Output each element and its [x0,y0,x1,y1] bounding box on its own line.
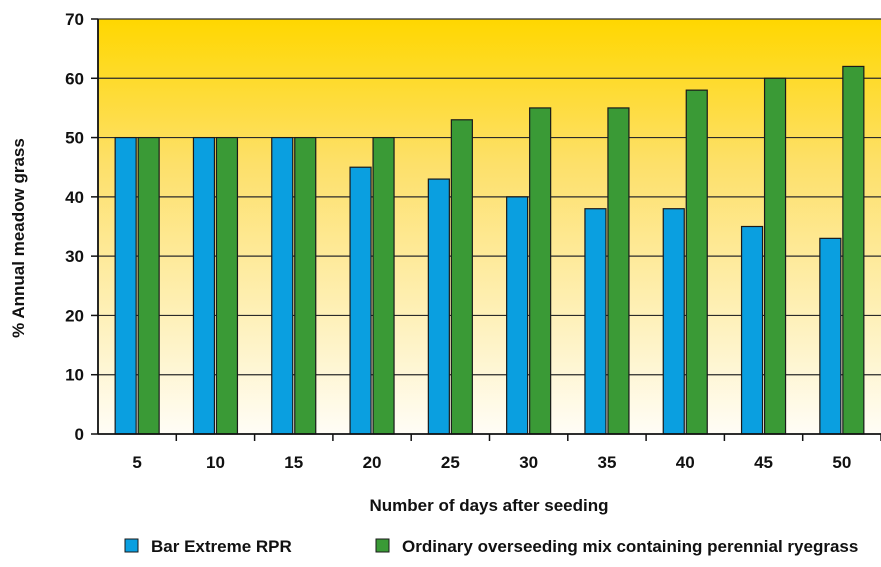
x-tick-label-15: 15 [284,453,303,472]
x-tick-label-35: 35 [597,453,616,472]
bar-ordinary-mix-40 [685,89,708,435]
tick-labels: 0 10 20 30 40 50 60 70 5 10 15 20 25 30 35 40 45 50 [65,10,851,472]
bar-bar-extreme-rpr-25 [427,178,450,435]
x-tick-label-25: 25 [441,453,460,472]
bar-ordinary-mix-15 [294,136,317,435]
y-tick-label-30: 30 [65,247,84,266]
bar-ordinary-mix-45 [763,77,787,435]
legend-label-ordinary-mix: Ordinary overseeding mix containing pere… [402,537,858,556]
x-tick-label-40: 40 [676,453,695,472]
x-axis-title: Number of days after seeding [369,496,608,515]
bar-ordinary-mix-35 [607,107,630,435]
bar-ordinary-mix-10 [215,136,239,435]
y-tick-label-10: 10 [65,366,84,385]
bar-bar-extreme-rpr-35 [584,208,607,435]
legend: Bar Extreme RPR Ordinary overseeding mix… [124,537,858,556]
legend-swatch-bar-extreme-rpr [124,538,139,553]
bar-bar-extreme-rpr-5 [114,136,137,435]
plot-background [98,19,881,434]
y-tick-label-20: 20 [65,306,84,325]
axes [91,18,881,441]
x-tick-label-5: 5 [132,453,141,472]
x-tick-label-45: 45 [754,453,773,472]
legend-swatch-ordinary-mix [375,538,390,553]
y-tick-label-60: 60 [65,69,84,88]
bar-ordinary-mix-50 [842,65,865,435]
bar-ordinary-mix-25 [450,119,473,435]
bar-bar-extreme-rpr-30 [506,196,529,435]
y-tick-label-0: 0 [75,425,84,444]
y-tick-label-40: 40 [65,188,84,207]
y-axis-title: % Annual meadow grass [9,138,28,338]
bars [114,65,865,435]
bar-bar-extreme-rpr-15 [271,136,294,435]
x-tick-label-30: 30 [519,453,538,472]
bar-bar-extreme-rpr-10 [192,136,216,435]
bar-ordinary-mix-20 [372,136,395,435]
y-tick-label-50: 50 [65,129,84,148]
x-tick-label-20: 20 [363,453,382,472]
legend-label-bar-extreme-rpr: Bar Extreme RPR [151,537,292,556]
bar-bar-extreme-rpr-20 [349,166,372,435]
bar-bar-extreme-rpr-45 [740,225,764,435]
bar-bar-extreme-rpr-40 [662,208,685,435]
bar-bar-extreme-rpr-50 [819,237,842,435]
y-tick-label-70: 70 [65,10,84,29]
bar-ordinary-mix-5 [137,136,160,435]
x-tick-label-50: 50 [832,453,851,472]
x-tick-label-10: 10 [206,453,225,472]
bar-ordinary-mix-30 [529,107,552,435]
